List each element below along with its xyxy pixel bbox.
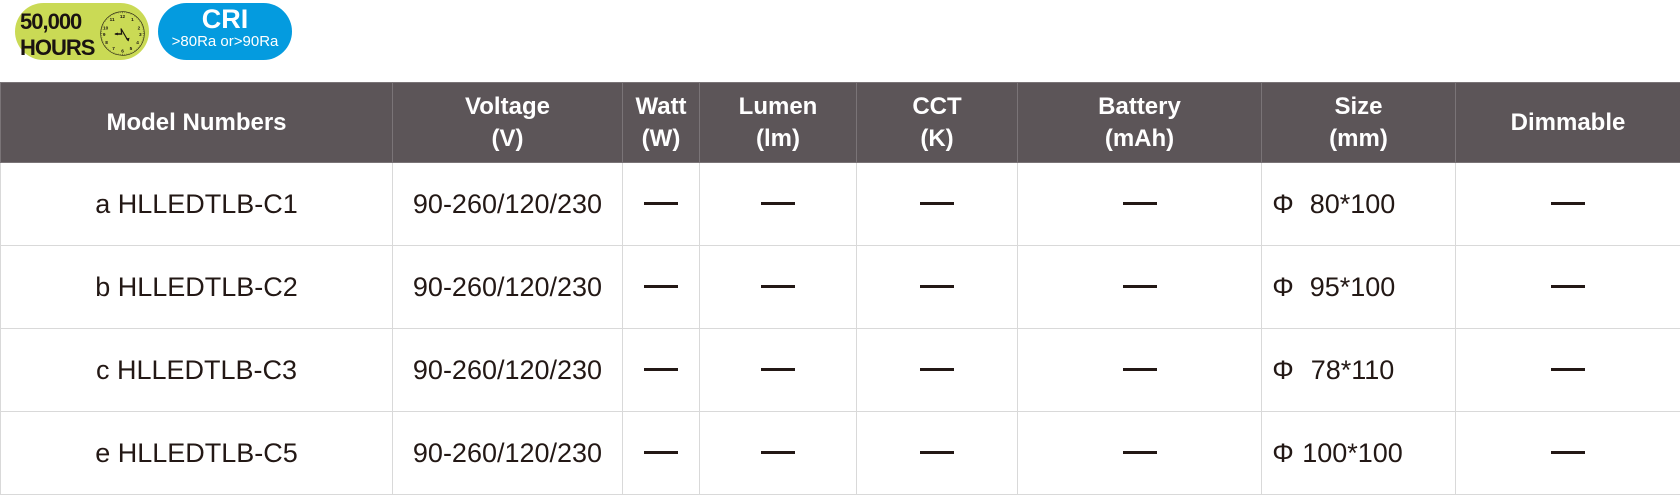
svg-text:1: 1 [131, 17, 134, 22]
svg-text:5: 5 [130, 46, 133, 51]
svg-text:11: 11 [110, 17, 115, 22]
svg-text:12: 12 [120, 14, 126, 19]
svg-text:10: 10 [103, 25, 109, 30]
svg-text:7: 7 [112, 46, 115, 51]
svg-text:2: 2 [138, 25, 141, 30]
svg-text:6: 6 [121, 48, 124, 53]
svg-text:3: 3 [139, 32, 142, 37]
svg-text:4: 4 [136, 40, 139, 45]
svg-text:9: 9 [103, 32, 106, 37]
svg-text:8: 8 [105, 40, 108, 45]
